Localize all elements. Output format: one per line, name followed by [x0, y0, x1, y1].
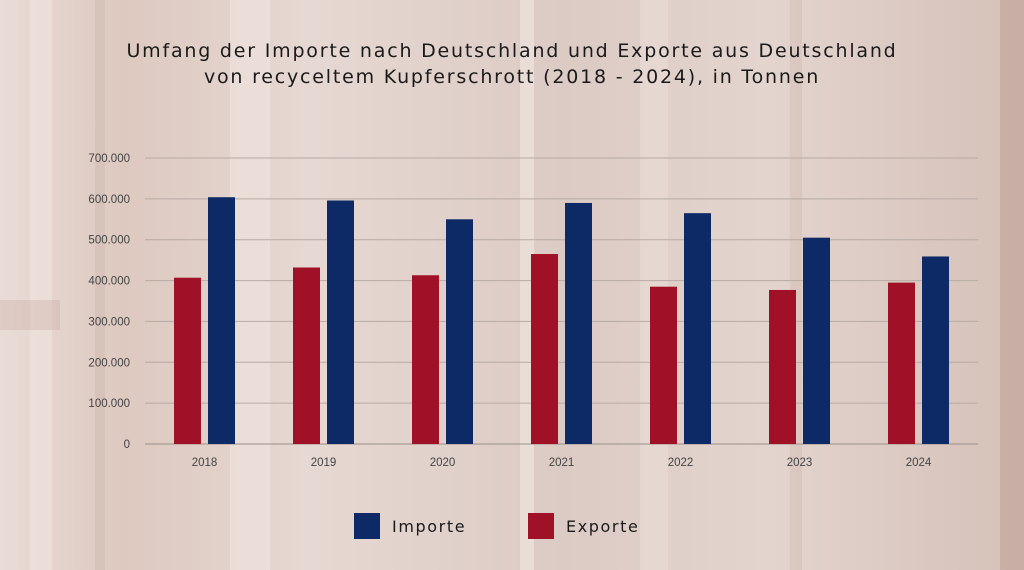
x-tick-label: 2023: [787, 457, 813, 469]
x-tick-label: 2020: [430, 457, 456, 469]
x-tick-label: 2022: [668, 457, 694, 469]
bar-exporte-2018: [174, 277, 201, 444]
bar-exporte-2023: [769, 289, 796, 444]
y-tick-label: 400.000: [88, 276, 130, 288]
bar-importe-2020: [446, 219, 473, 444]
legend-label-exporte: Exporte: [566, 516, 640, 536]
bar-importe-2023: [803, 237, 830, 444]
legend-swatch-importe: [354, 513, 380, 539]
bar-exporte-2021: [531, 254, 558, 444]
y-tick-label: 600.000: [88, 194, 130, 206]
chart-title: Umfang der Importe nach Deutschland und …: [126, 40, 898, 62]
legend-label-importe: Importe: [392, 516, 467, 536]
y-tick-label: 300.000: [88, 316, 130, 328]
bar-importe-2018: [208, 197, 235, 444]
bar-importe-2019: [327, 200, 354, 444]
y-tick-label: 200.000: [88, 357, 130, 369]
y-tick-label: 100.000: [88, 398, 130, 410]
bar-exporte-2024: [888, 282, 915, 444]
bar-exporte-2020: [412, 275, 439, 444]
chart-title-block: Umfang der Importe nach Deutschland und …: [0, 38, 1024, 90]
y-tick-label: 500.000: [88, 235, 130, 247]
x-tick-label: 2021: [549, 457, 575, 469]
legend-item-importe: Importe: [354, 512, 466, 540]
x-tick-label: 2018: [192, 457, 218, 469]
chart-subtitle: von recyceltem Kupferschrott (2018 - 202…: [203, 66, 821, 88]
y-tick-label: 0: [124, 439, 130, 451]
x-tick-label: 2024: [906, 457, 932, 469]
bar-exporte-2019: [293, 267, 320, 444]
legend-swatch-exporte: [528, 513, 554, 539]
bar-exporte-2022: [650, 286, 677, 444]
bar-importe-2024: [922, 256, 949, 444]
legend-item-exporte: Exporte: [528, 512, 639, 540]
bar-importe-2022: [684, 213, 711, 444]
bar-importe-2021: [565, 202, 592, 444]
chart-legend: Importe Exporte: [0, 512, 1024, 540]
x-tick-label: 2019: [311, 457, 337, 469]
y-tick-label: 700.000: [88, 153, 130, 165]
